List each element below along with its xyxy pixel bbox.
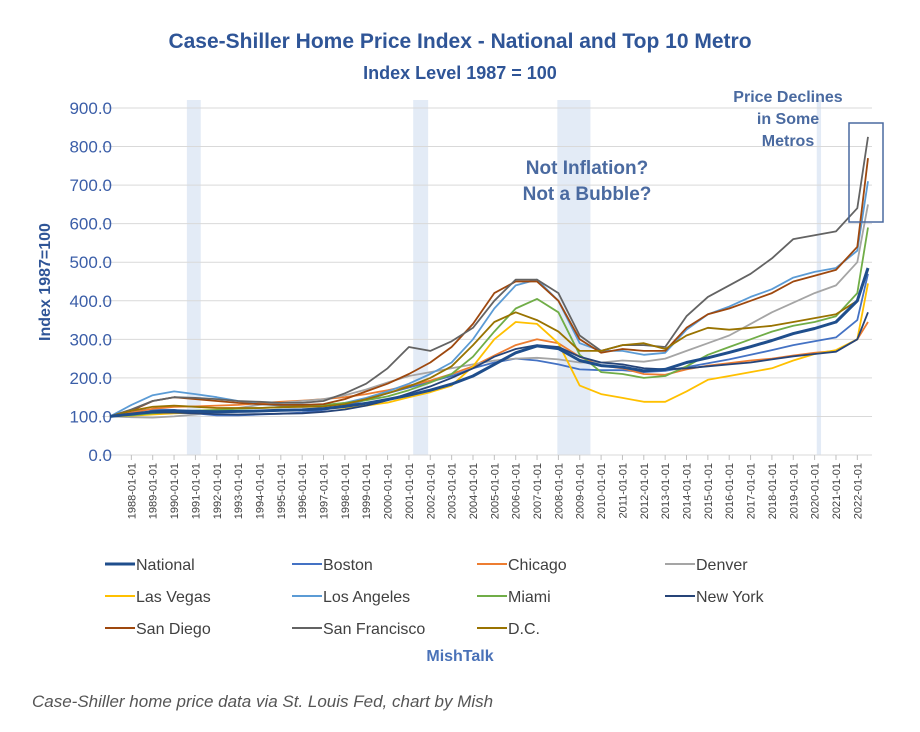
series-line-las-vegas [109, 283, 869, 418]
chart-subtitle: Index Level 1987 = 100 [363, 63, 557, 83]
legend-label: San Francisco [323, 621, 425, 638]
y-tick-label: 200.0 [69, 369, 112, 388]
legend-label: Las Vegas [136, 589, 211, 606]
series-line-denver [109, 204, 869, 419]
x-tick-label: 1993-01-01 [233, 463, 245, 519]
x-tick-label: 1988-01-01 [126, 463, 138, 519]
legend-label: New York [696, 589, 765, 606]
y-tick-label: 100.0 [69, 407, 112, 426]
chart-caption: Case-Shiller home price data via St. Lou… [32, 692, 494, 711]
x-tick-label: 1998-01-01 [340, 463, 352, 519]
legend-label: Denver [696, 557, 748, 574]
x-tick-label: 1994-01-01 [254, 463, 266, 519]
x-tick-label: 2005-01-01 [489, 463, 501, 519]
x-tick-label: 1999-01-01 [361, 463, 373, 519]
recession-band [816, 100, 822, 455]
recession-band [557, 100, 591, 455]
x-tick-label: 2002-01-01 [425, 463, 437, 519]
x-tick-label: 2007-01-01 [532, 463, 544, 519]
x-tick-label: 1992-01-01 [212, 463, 224, 519]
y-tick-label: 600.0 [69, 215, 112, 234]
x-tick-label: 2020-01-01 [810, 463, 822, 519]
y-tick-label: 400.0 [69, 292, 112, 311]
x-tick-label: 2004-01-01 [468, 463, 480, 519]
recession-band [413, 100, 429, 455]
legend-label: Miami [508, 589, 551, 606]
x-tick-label: 1989-01-01 [148, 463, 160, 519]
series-line-national [109, 267, 870, 418]
series-line-new-york [109, 311, 869, 418]
x-tick-label: 2008-01-01 [553, 463, 565, 519]
x-tick-label: 2018-01-01 [767, 463, 779, 519]
annotation-text: Not a Bubble? [523, 184, 652, 205]
legend-label: National [136, 557, 195, 574]
annotation-text: Metros [762, 133, 815, 150]
x-tick-label: 2001-01-01 [404, 463, 416, 519]
recession-band [186, 100, 201, 455]
legend-label: Boston [323, 557, 373, 574]
x-tick-label: 1991-01-01 [190, 463, 202, 519]
x-tick-label: 2010-01-01 [596, 463, 608, 519]
series-line-san-diego [109, 157, 869, 418]
y-tick-label: 0.0 [88, 446, 112, 465]
y-tick-label: 700.0 [69, 176, 112, 195]
chart-title: Case-Shiller Home Price Index - National… [168, 30, 751, 53]
y-tick-label: 900.0 [69, 99, 112, 118]
y-tick-label: 300.0 [69, 330, 112, 349]
y-axis-label: Index 1987=100 [37, 223, 54, 341]
x-tick-label: 2019-01-01 [788, 463, 800, 519]
series-line-san-francisco [109, 136, 869, 418]
x-tick-label: 2015-01-01 [703, 463, 715, 519]
x-tick-label: 1995-01-01 [276, 463, 288, 519]
y-tick-label: 800.0 [69, 138, 112, 157]
series-line-d-c [109, 269, 869, 418]
annotation-box [848, 122, 884, 223]
source-label: MishTalk [426, 648, 493, 665]
x-tick-label: 2014-01-01 [682, 463, 694, 519]
legend-label: Los Angeles [323, 589, 410, 606]
x-tick-label: 2006-01-01 [511, 463, 523, 519]
x-tick-label: 2017-01-01 [746, 463, 758, 519]
x-tick-label: 2021-01-01 [831, 463, 843, 519]
x-tick-label: 2022-01-01 [852, 463, 864, 519]
x-tick-label: 2009-01-01 [575, 463, 587, 519]
x-tick-label: 2011-01-01 [617, 463, 629, 518]
x-tick-label: 2000-01-01 [383, 463, 395, 519]
x-tick-label: 1990-01-01 [169, 463, 181, 519]
x-tick-label: 1997-01-01 [319, 463, 331, 519]
annotation-text: in Some [757, 111, 819, 128]
x-tick-label: 2003-01-01 [447, 463, 459, 519]
legend-label: Chicago [508, 557, 567, 574]
annotation-text: Price Declines [733, 89, 843, 106]
y-tick-label: 500.0 [69, 253, 112, 272]
legend-label: D.C. [508, 621, 540, 638]
legend-label: San Diego [136, 621, 211, 638]
x-tick-label: 1996-01-01 [297, 463, 309, 519]
chart: Case-Shiller Home Price Index - National… [37, 30, 884, 665]
x-tick-label: 2013-01-01 [660, 463, 672, 519]
annotation-text: Not Inflation? [526, 158, 648, 179]
x-tick-label: 2012-01-01 [639, 463, 651, 519]
x-tick-label: 2016-01-01 [724, 463, 736, 519]
series-line-chicago [109, 321, 869, 418]
